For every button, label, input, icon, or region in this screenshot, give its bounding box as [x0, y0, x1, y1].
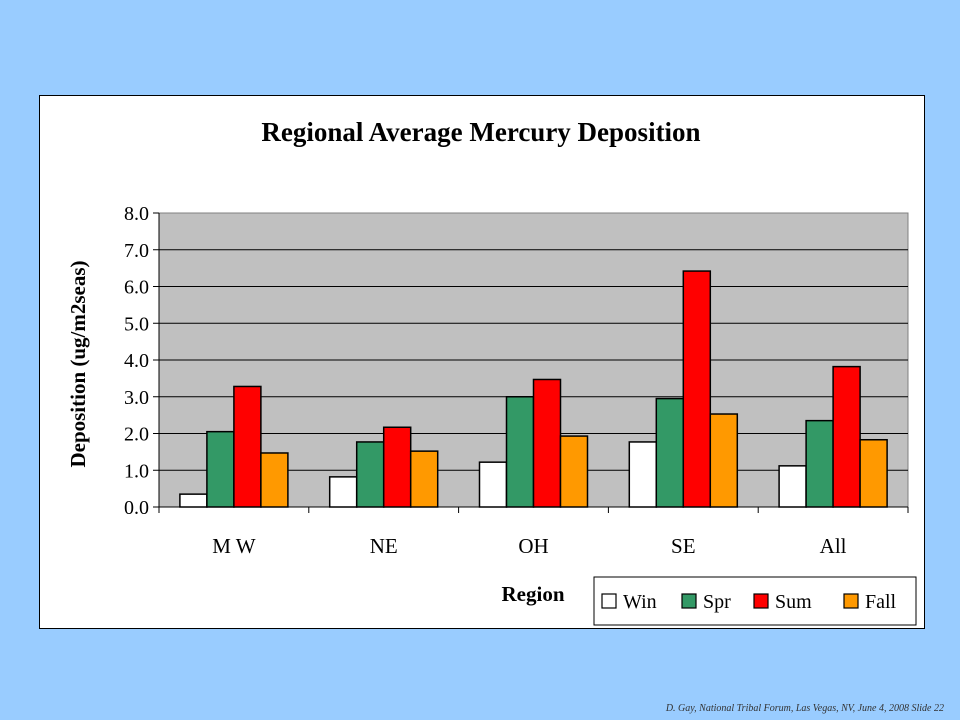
bar-sum-3: [682, 270, 712, 508]
category-label: M W: [212, 534, 256, 558]
chart-svg: Regional Average Mercury Deposition Depo…: [66, 117, 917, 626]
x-axis-label: Region: [502, 582, 565, 606]
category-label: NE: [370, 534, 398, 558]
bar-fall-3: [709, 413, 739, 508]
y-tick-label: 6.0: [124, 277, 149, 299]
legend-label-fall: Fall: [865, 591, 897, 613]
legend-swatch-sum: [753, 593, 769, 609]
bar-spr-3: [655, 397, 685, 508]
legend: Win Spr Sum Fall: [593, 576, 917, 626]
legend-label-spr: Spr: [703, 591, 731, 613]
bar-fall-0: [260, 452, 289, 508]
legend-label-sum: Sum: [775, 591, 812, 613]
legend-swatch-fall: [843, 593, 859, 609]
bar-spr-1: [355, 441, 385, 508]
legend-swatch-spr: [681, 593, 697, 609]
bar-win-4: [778, 465, 807, 508]
y-tick-label: 4.0: [124, 350, 149, 372]
bar-fall-1: [409, 450, 439, 508]
bar-spr-2: [505, 396, 535, 508]
category-label: SE: [671, 534, 696, 558]
y-tick-label: 1.0: [124, 460, 149, 482]
chart-panel: Regional Average Mercury Deposition Depo…: [39, 95, 925, 629]
bar-win-0: [179, 493, 208, 508]
y-tick-label: 2.0: [124, 424, 149, 446]
bar-win-1: [328, 476, 358, 508]
bar-win-2: [478, 461, 508, 508]
category-label: OH: [518, 534, 548, 558]
bar-sum-0: [233, 385, 262, 508]
bar-sum-1: [382, 426, 412, 508]
y-axis-label: Deposition (ug/m2seas): [66, 260, 90, 467]
category-labels: M W NE OH SE All: [212, 534, 846, 558]
y-tick-label: 0.0: [124, 497, 149, 519]
bar-sum-2: [532, 378, 562, 508]
legend-label-win: Win: [623, 591, 657, 613]
chart-title: Regional Average Mercury Deposition: [261, 117, 700, 147]
y-tick-label: 3.0: [124, 387, 149, 409]
category-label: All: [820, 534, 847, 558]
y-tick-labels: 0.0 1.0 2.0 3.0 4.0 5.0 6.0 7.0 8.0: [124, 203, 149, 519]
footer-note: D. Gay, National Tribal Forum, Las Vegas…: [665, 703, 944, 714]
y-tick-label: 5.0: [124, 313, 149, 335]
y-tick-label: 7.0: [124, 240, 149, 262]
legend-swatch-win: [601, 593, 617, 609]
bar-fall-2: [559, 435, 589, 508]
bar-sum-4: [832, 365, 861, 508]
bar-spr-0: [206, 430, 235, 508]
bar-fall-4: [859, 438, 888, 508]
y-tick-label: 8.0: [124, 203, 149, 225]
bar-win-3: [628, 441, 658, 508]
bar-spr-4: [805, 419, 834, 508]
axes: [153, 212, 909, 513]
